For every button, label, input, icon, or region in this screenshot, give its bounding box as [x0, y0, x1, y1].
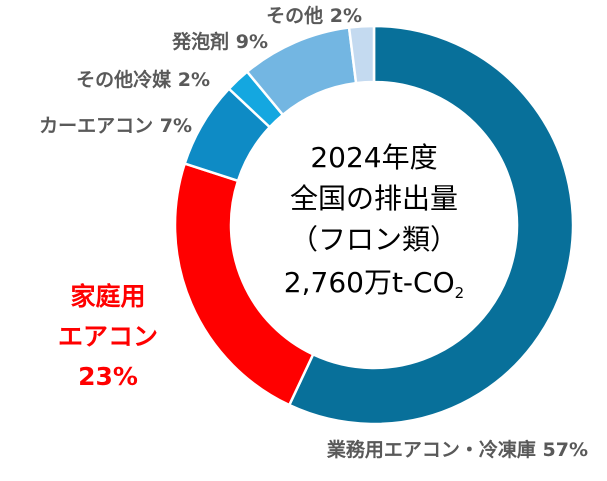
slice-label-home-line2: エアコン [58, 322, 158, 351]
slice-commercial [288, 24, 575, 426]
center-text-line3: （フロン類） [290, 223, 458, 256]
slice-other [347, 24, 376, 85]
slice-label-commercial: 業務用エアコン・冷凍庫 57% [326, 438, 588, 461]
slice-label-home-value: 23% [78, 362, 138, 391]
center-text-line2: 全国の排出量 [290, 182, 458, 215]
center-text-line4: 2,760万t-CO2 [284, 266, 464, 302]
slice-label-other-refrigerant: その他冷媒 2% [76, 68, 210, 91]
slice-label-other: その他 2% [266, 4, 362, 27]
slice-label-car: カーエアコン 7% [39, 115, 192, 137]
slice-label-home-line1: 家庭用 [70, 282, 145, 311]
slice-label-foam: 発泡剤 9% [171, 30, 268, 53]
donut-slices [173, 24, 575, 426]
center-text-line1: 2024年度 [310, 141, 437, 174]
